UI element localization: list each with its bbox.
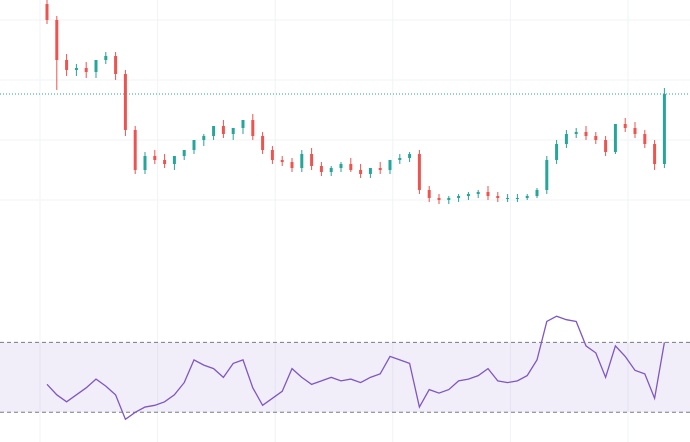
candle-body (300, 154, 304, 168)
candle-body (163, 160, 167, 164)
candle-body (408, 154, 412, 158)
candle-body (427, 190, 431, 198)
candle-body (604, 140, 608, 152)
candle-body (515, 198, 519, 199)
candle-body (476, 192, 480, 194)
candle-body (496, 196, 500, 198)
candle-body (349, 164, 353, 170)
candle-body (251, 120, 255, 136)
candle-body (123, 74, 127, 130)
candle-body (143, 156, 147, 170)
candle-body (241, 120, 245, 128)
candle-body (525, 196, 529, 198)
candle-body (114, 56, 118, 74)
candle-body (359, 170, 363, 174)
candle-body (457, 196, 461, 198)
candle-body (662, 94, 666, 164)
candle-body (486, 192, 490, 196)
candle-body (653, 144, 657, 164)
candle-body (55, 20, 59, 60)
candle-body (555, 144, 559, 160)
rsi-panel (0, 290, 690, 442)
candle-body (290, 162, 294, 168)
candle-body (212, 126, 216, 136)
candle-body (564, 134, 568, 144)
candle-body (594, 136, 598, 140)
candle-body (172, 156, 176, 164)
candle-body (329, 168, 333, 172)
candle-body (339, 164, 343, 168)
candle-body (466, 194, 470, 196)
candle-body (535, 190, 539, 196)
candle-body (613, 124, 617, 152)
candle-body (378, 168, 382, 170)
candle-body (65, 60, 69, 70)
candle-body (398, 158, 402, 160)
candle-body (84, 68, 88, 72)
candle-body (280, 160, 284, 162)
candle-body (447, 198, 451, 200)
candle-body (192, 140, 196, 150)
candle-body (310, 154, 314, 166)
candle-body (417, 154, 421, 190)
price-panel (0, 0, 690, 290)
candle-body (506, 198, 510, 199)
candle-body (319, 166, 323, 172)
candle-body (231, 128, 235, 134)
candle-body (153, 156, 157, 160)
candle-body (633, 128, 637, 134)
candle-body (437, 198, 441, 200)
candle-body (261, 136, 265, 150)
candle-body (388, 160, 392, 170)
candle-body (368, 168, 372, 174)
candle-body (623, 124, 627, 128)
candle-body (221, 126, 225, 134)
candle-body (74, 68, 78, 70)
candle-body (574, 132, 578, 134)
candle-body (182, 150, 186, 156)
candle-body (545, 160, 549, 190)
candle-body (45, 4, 49, 20)
candle-body (202, 136, 206, 140)
candle-body (584, 132, 588, 136)
candle-body (643, 134, 647, 144)
candle-body (104, 56, 108, 60)
candle-body (270, 150, 274, 160)
rsi-line (46, 315, 666, 421)
candle-body (133, 130, 137, 170)
candle-body (94, 60, 98, 72)
band-fill (0, 342, 690, 413)
